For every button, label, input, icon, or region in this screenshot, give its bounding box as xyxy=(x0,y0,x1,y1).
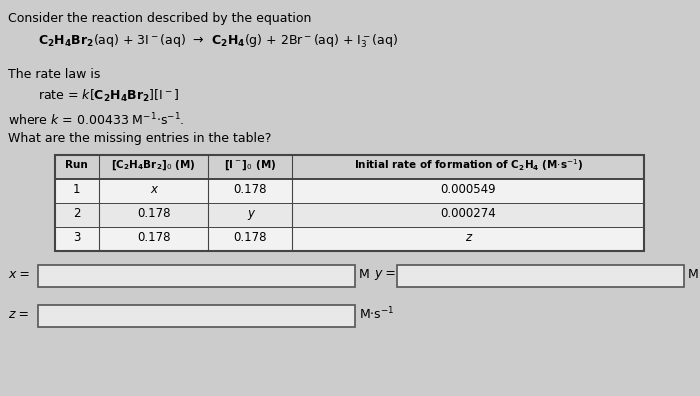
Text: The rate law is: The rate law is xyxy=(8,68,100,81)
Text: M$\cdot$s$^{-1}$: M$\cdot$s$^{-1}$ xyxy=(359,306,394,322)
Text: 3: 3 xyxy=(73,230,80,244)
Text: M: M xyxy=(688,268,699,280)
Text: 0.178: 0.178 xyxy=(234,230,267,244)
Text: [$\mathbf{C_2H_4Br_2}$]$_0$ (M): [$\mathbf{C_2H_4Br_2}$]$_0$ (M) xyxy=(111,158,196,172)
Text: y: y xyxy=(247,206,254,219)
Text: Initial rate of formation of $\mathbf{C_2H_4}$ (M$\cdot$s$^{-1}$): Initial rate of formation of $\mathbf{C_… xyxy=(354,157,583,173)
Bar xyxy=(38,265,355,287)
Text: where $\mathit{k}$ = 0.00433 M$^{-1}$$\cdot$s$^{-1}$.: where $\mathit{k}$ = 0.00433 M$^{-1}$$\c… xyxy=(8,112,185,129)
Text: 2: 2 xyxy=(73,206,80,219)
Text: M: M xyxy=(359,268,370,280)
Text: z: z xyxy=(466,230,471,244)
Bar xyxy=(55,155,644,179)
Text: 0.178: 0.178 xyxy=(137,206,170,219)
Bar xyxy=(55,227,644,251)
Text: What are the missing entries in the table?: What are the missing entries in the tabl… xyxy=(8,132,272,145)
Text: Run: Run xyxy=(65,160,88,170)
Bar xyxy=(38,305,355,327)
Text: rate = $\mathit{k}$[$\mathbf{C_2H_4Br_2}$][I$^-$]: rate = $\mathit{k}$[$\mathbf{C_2H_4Br_2}… xyxy=(38,88,179,104)
Text: 0.178: 0.178 xyxy=(234,183,267,196)
Text: 0.000274: 0.000274 xyxy=(440,206,496,219)
Bar xyxy=(55,203,644,227)
Text: y =: y = xyxy=(374,268,397,280)
Bar xyxy=(396,265,684,287)
Text: 0.000549: 0.000549 xyxy=(440,183,496,196)
Text: 1: 1 xyxy=(73,183,80,196)
Text: $\mathbf{C_2H_4Br_2}$(aq) + 3I$^-$(aq)  →  $\mathbf{C_2H_4}$(g) + 2Br$^-$(aq) + : $\mathbf{C_2H_4Br_2}$(aq) + 3I$^-$(aq) →… xyxy=(38,32,398,50)
Bar xyxy=(55,179,644,203)
Text: Consider the reaction described by the equation: Consider the reaction described by the e… xyxy=(8,12,312,25)
Bar xyxy=(55,155,644,251)
Text: 0.178: 0.178 xyxy=(137,230,170,244)
Text: x =: x = xyxy=(8,268,30,280)
Text: [I$^-$]$_0$ (M): [I$^-$]$_0$ (M) xyxy=(224,158,276,172)
Text: z =: z = xyxy=(8,308,29,320)
Text: x: x xyxy=(150,183,157,196)
